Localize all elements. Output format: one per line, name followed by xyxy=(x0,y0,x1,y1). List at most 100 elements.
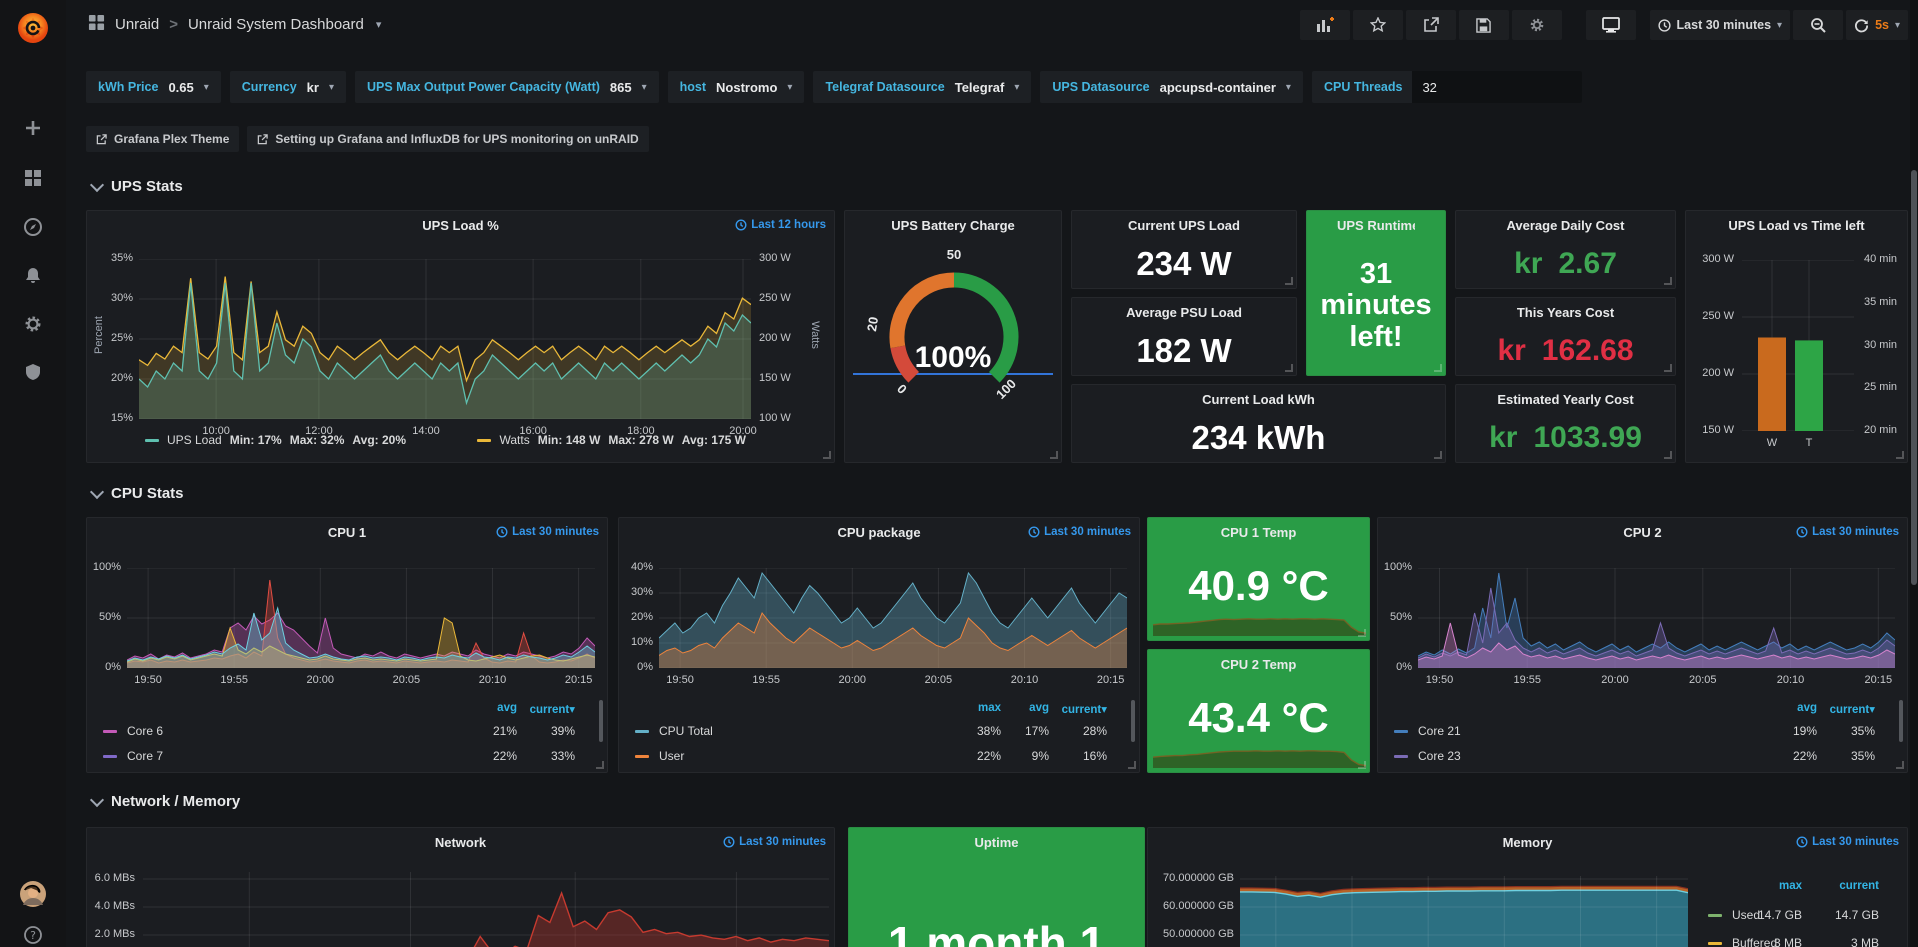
explore-compass-icon[interactable] xyxy=(0,207,66,247)
legend-header[interactable]: avg xyxy=(1797,702,1817,714)
time-range-picker[interactable]: Last 30 minutes ▾ xyxy=(1649,10,1791,40)
user-avatar[interactable] xyxy=(0,874,66,914)
title-caret-icon[interactable]: ▾ xyxy=(375,19,382,31)
panel-title[interactable]: UPS Load vs Time left xyxy=(1728,218,1865,233)
variable-ups-max-output[interactable]: UPS Max Output Power Capacity (Watt) 865… xyxy=(355,71,659,103)
panel-title[interactable]: Network xyxy=(434,835,487,850)
variable-telegraf-datasource[interactable]: Telegraf Datasource Telegraf ▾ xyxy=(813,71,1032,103)
panel-title[interactable]: CPU 1 Temp xyxy=(1220,525,1297,540)
section-cpu-stats[interactable]: CPU Stats xyxy=(89,484,184,502)
page-scrollbar[interactable] xyxy=(1910,0,1918,947)
series-name[interactable]: Core 23 xyxy=(1418,749,1461,763)
section-network-memory[interactable]: Network / Memory xyxy=(89,792,240,810)
bar-W[interactable] xyxy=(1758,337,1786,432)
variable-value[interactable]: apcupsd-container xyxy=(1159,79,1276,95)
panel-time-badge[interactable]: Last 30 minutes xyxy=(1796,526,1899,538)
gauge-scale-label: 100 xyxy=(993,376,1019,402)
panel-time-badge[interactable]: Last 30 minutes xyxy=(496,526,599,538)
series-name[interactable]: Buffered xyxy=(1732,936,1778,947)
variable-value[interactable]: 865 xyxy=(609,79,632,95)
share-button[interactable] xyxy=(1405,10,1456,40)
series-name[interactable]: CPU Total xyxy=(659,724,713,738)
create-plus-icon[interactable] xyxy=(0,108,66,148)
bar-T[interactable] xyxy=(1795,340,1823,431)
panel-title[interactable]: CPU 2 xyxy=(1623,525,1662,540)
panel-title[interactable]: UPS Load % xyxy=(422,218,499,233)
series-name[interactable]: Core 7 xyxy=(127,749,164,763)
panel-title[interactable]: CPU 1 xyxy=(327,525,367,540)
series-name[interactable]: Watts xyxy=(499,433,530,447)
variable-value[interactable]: Telegraf xyxy=(954,79,1005,95)
help-icon[interactable]: ? xyxy=(0,915,66,947)
legend-header[interactable]: avg xyxy=(497,702,517,714)
series-name[interactable]: Used xyxy=(1732,908,1761,922)
scrollbar-thumb[interactable] xyxy=(1911,170,1917,585)
legend-header[interactable]: current▾ xyxy=(1829,704,1875,716)
panel-time-badge[interactable]: Last 12 hours xyxy=(735,219,826,231)
legend-scrollbar[interactable] xyxy=(1131,700,1135,742)
axis-tick-label: 19:55 xyxy=(220,674,248,686)
variable-value[interactable]: kr xyxy=(306,79,319,95)
dashboard-links-row: Grafana Plex Theme Setting up Grafana an… xyxy=(86,126,649,152)
series-name[interactable]: User xyxy=(659,749,685,763)
series-name[interactable]: UPS Load xyxy=(167,433,222,447)
panel-title[interactable]: UPS Runtime xyxy=(1337,218,1415,233)
dashboard-link[interactable]: Grafana Plex Theme xyxy=(86,126,240,152)
dashboard-settings-button[interactable] xyxy=(1511,10,1562,40)
server-admin-shield-icon[interactable] xyxy=(0,352,66,392)
panel-title[interactable]: CPU package xyxy=(837,525,921,540)
dashboard-grid-icon[interactable] xyxy=(88,14,105,35)
save-button[interactable] xyxy=(1458,10,1509,40)
variable-currency[interactable]: Currency kr ▾ xyxy=(229,71,346,103)
legend-scrollbar[interactable] xyxy=(599,700,603,742)
section-ups-stats[interactable]: UPS Stats xyxy=(89,177,183,195)
breadcrumb-root[interactable]: Unraid xyxy=(115,16,160,33)
series-name[interactable]: Core 21 xyxy=(1418,724,1461,738)
panel-title[interactable]: Average PSU Load xyxy=(1126,305,1242,320)
grafana-logo-icon[interactable] xyxy=(13,8,53,48)
axis-tick-label: 0% xyxy=(105,661,121,673)
stat-value: 234 W xyxy=(1136,245,1232,282)
series-name[interactable]: Core 6 xyxy=(127,724,164,738)
panel-title[interactable]: UPS Battery Charge xyxy=(891,218,1015,233)
cpu-threads-input[interactable]: 32 xyxy=(1412,71,1583,103)
panel-current-ups-load: Current UPS Load 234 W xyxy=(1071,210,1297,289)
variable-kwh-price[interactable]: kWh Price 0.65 ▾ xyxy=(86,71,221,103)
panel-time-badge[interactable]: Last 30 minutes xyxy=(1028,526,1131,538)
network-chart xyxy=(143,872,830,947)
variable-ups-datasource[interactable]: UPS Datasource apcupsd-container ▾ xyxy=(1040,71,1303,103)
panel-title[interactable]: Current Load kWh xyxy=(1202,392,1315,407)
variable-host[interactable]: host Nostromo ▾ xyxy=(667,71,805,103)
refresh-interval-label[interactable]: 5s xyxy=(1875,18,1889,32)
panel-title[interactable]: Estimated Yearly Cost xyxy=(1497,392,1634,407)
link-label: Grafana Plex Theme xyxy=(114,132,230,146)
refresh-caret-icon[interactable]: ▾ xyxy=(1894,19,1900,31)
variable-value[interactable]: 0.65 xyxy=(168,79,194,95)
panel-title[interactable]: Uptime xyxy=(974,835,1019,850)
legend-scrollbar[interactable] xyxy=(1899,700,1903,742)
legend-header[interactable]: current xyxy=(1839,880,1879,892)
variable-value[interactable]: Nostromo xyxy=(716,79,778,95)
panel-title[interactable]: This Years Cost xyxy=(1516,305,1615,320)
panel-time-badge[interactable]: Last 30 minutes xyxy=(1796,836,1899,848)
legend-header[interactable]: current▾ xyxy=(529,704,575,716)
configuration-gear-icon[interactable] xyxy=(0,304,66,344)
panel-title[interactable]: Average Daily Cost xyxy=(1506,218,1625,233)
refresh-button[interactable]: 5s ▾ xyxy=(1846,10,1908,40)
page-title[interactable]: Unraid System Dashboard xyxy=(187,16,364,33)
panel-title[interactable]: CPU 2 Temp xyxy=(1220,657,1297,672)
panel-time-badge[interactable]: Last 30 minutes xyxy=(723,836,826,848)
dashboard-link[interactable]: Setting up Grafana and InfluxDB for UPS … xyxy=(247,126,649,152)
zoom-out-button[interactable] xyxy=(1793,10,1844,40)
cycle-view-button[interactable] xyxy=(1585,10,1636,40)
panel-title[interactable]: Memory xyxy=(1502,835,1553,850)
dashboards-icon[interactable] xyxy=(0,158,66,198)
alerting-bell-icon[interactable] xyxy=(0,256,66,296)
panel-title[interactable]: Current UPS Load xyxy=(1128,218,1240,233)
legend-header[interactable]: max xyxy=(977,702,1001,714)
legend-header[interactable]: current▾ xyxy=(1061,704,1107,716)
legend-header[interactable]: max xyxy=(1778,880,1802,892)
legend-header[interactable]: avg xyxy=(1029,702,1049,714)
star-button[interactable] xyxy=(1352,10,1403,40)
add-panel-button[interactable] xyxy=(1299,10,1350,40)
